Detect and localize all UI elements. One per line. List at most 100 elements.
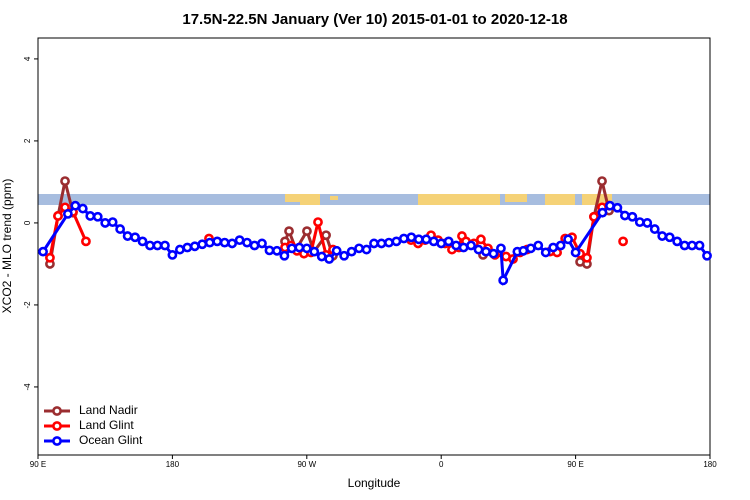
data-point [331,245,342,256]
data-point [354,243,364,254]
data-point [488,248,499,259]
legend-swatch-marker [52,406,62,416]
data-point [160,240,170,251]
data-point [533,240,544,251]
data-point [649,224,660,234]
data-point [443,236,454,247]
data-point [687,240,697,251]
data-point [249,240,260,251]
data-point [540,247,551,258]
data-point [53,211,63,221]
data-point [346,246,357,257]
x-tick-label: 90 E [30,460,46,469]
data-point [264,245,275,256]
data-point [81,236,91,247]
data-point [618,236,628,247]
data-point [60,176,70,187]
plot-frame [37,37,711,456]
data-point [309,246,320,257]
x-axis-label: Longitude [348,476,401,490]
data-point [361,244,372,255]
chart-title: 17.5N-22.5N January (Ver 10) 2015-01-01 … [182,11,567,28]
legend-swatch-marker [52,421,62,431]
data-point [496,243,506,254]
data-point [619,210,630,221]
x-tick-label: 90 W [297,460,316,469]
data-point [227,238,238,249]
data-point [384,237,394,248]
data-point [421,234,432,245]
data-point [391,236,402,247]
data-point [582,252,592,263]
data-point [189,241,200,252]
data-point [324,254,335,264]
data-point [167,250,178,260]
data-point [182,242,193,253]
data-point [212,236,223,247]
y-tick-label: 4 [23,56,32,61]
data-point [473,244,484,255]
data-point [398,233,409,244]
data-point [85,211,96,221]
data-point [70,200,81,211]
data-point [634,217,645,228]
data-point [518,245,529,256]
data-point [115,224,126,234]
data-point [597,207,608,218]
data-point [107,217,118,228]
y-tick-label: 2 [23,138,32,143]
data-point [672,236,683,247]
data-point [77,203,88,214]
data-point [321,230,331,241]
data-point [597,176,607,187]
data-point [294,242,305,253]
data-point [376,238,387,249]
data-point [627,211,638,222]
data-point [100,218,111,228]
data-point [563,234,574,245]
legend-label: Land Glint [79,418,134,432]
data-point [301,243,312,254]
data-point [92,211,103,222]
data-point [406,232,417,243]
legend-label: Land Nadir [79,403,138,417]
y-tick-label: -2 [23,301,32,309]
data-point [589,211,599,222]
data-point [476,234,486,245]
data-point [466,240,476,251]
data-point [458,242,469,253]
data-point [612,202,623,213]
data-point [38,246,48,257]
data-point [498,275,509,286]
data-point [62,209,73,219]
y-axis-label: XCO2 - MLO trend (ppm) [0,179,14,314]
data-point [204,237,215,248]
data-point [219,237,230,248]
data-point [286,243,297,254]
data-point [702,250,712,261]
data-point [130,232,140,243]
data-point [436,238,447,249]
data-point [525,243,536,254]
data-point [664,232,675,243]
data-point [137,236,148,247]
y-tick-label: -4 [23,383,32,391]
data-point [413,234,424,245]
data-point [570,247,581,258]
data-point [122,231,133,241]
data-point [174,244,185,255]
data-point [481,246,491,257]
data-point [279,250,290,261]
legend-label: Ocean Glint [79,433,143,447]
data-point [242,237,252,248]
x-tick-label: 180 [166,460,180,469]
x-tick-label: 180 [703,460,717,469]
data-point [605,200,615,211]
data-point [152,240,163,251]
data-point [369,238,379,249]
data-point [316,251,327,262]
data-point [428,236,439,247]
data-point [284,226,294,237]
